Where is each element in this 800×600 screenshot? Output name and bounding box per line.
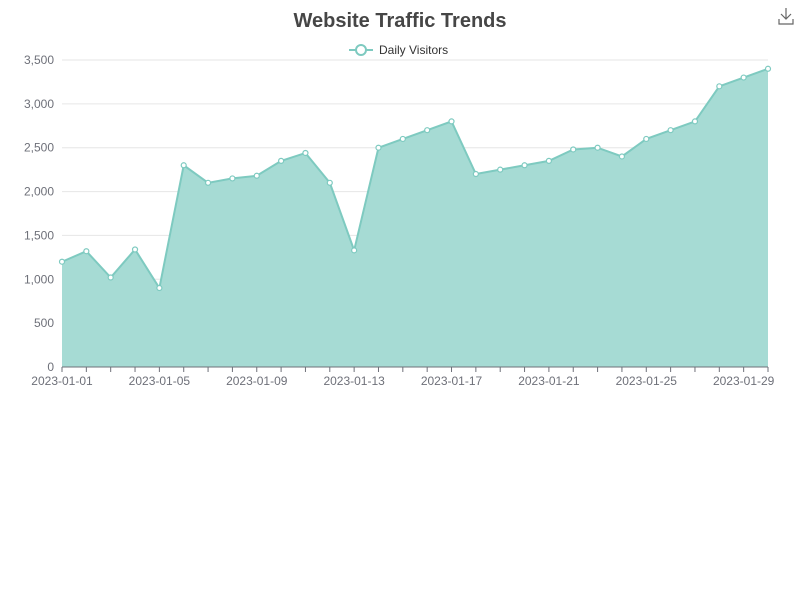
y-tick-label: 1,500 [24, 228, 54, 242]
data-point[interactable] [84, 249, 89, 254]
data-point[interactable] [498, 167, 503, 172]
data-point[interactable] [425, 128, 430, 133]
legend-label: Daily Visitors [379, 43, 448, 57]
y-tick-label: 2,000 [24, 185, 54, 199]
data-point[interactable] [449, 119, 454, 124]
series-area [62, 69, 768, 367]
data-point[interactable] [571, 147, 576, 152]
y-tick-label: 1,000 [24, 272, 54, 286]
data-point[interactable] [595, 145, 600, 150]
y-tick-label: 500 [34, 316, 54, 330]
data-point[interactable] [206, 180, 211, 185]
data-point[interactable] [644, 136, 649, 141]
y-tick-label: 0 [47, 360, 54, 374]
data-point[interactable] [546, 158, 551, 163]
y-tick-label: 3,500 [24, 53, 54, 67]
data-point[interactable] [766, 66, 771, 71]
data-point[interactable] [400, 136, 405, 141]
data-point[interactable] [473, 172, 478, 177]
series-area-fill [62, 69, 768, 367]
x-tick-label: 2023-01-25 [616, 374, 678, 388]
x-tick-label: 2023-01-13 [323, 374, 385, 388]
data-point[interactable] [717, 84, 722, 89]
data-point[interactable] [692, 119, 697, 124]
x-tick-label: 2023-01-17 [421, 374, 483, 388]
legend[interactable]: Daily Visitors [349, 43, 448, 57]
x-tick-label: 2023-01-01 [31, 374, 93, 388]
x-tick-label: 2023-01-29 [713, 374, 775, 388]
data-point[interactable] [522, 163, 527, 168]
data-point[interactable] [352, 248, 357, 253]
data-point[interactable] [668, 128, 673, 133]
data-point[interactable] [741, 75, 746, 80]
data-point[interactable] [108, 275, 113, 280]
data-point[interactable] [619, 154, 624, 159]
x-tick-label: 2023-01-09 [226, 374, 288, 388]
data-point[interactable] [133, 247, 138, 252]
data-point[interactable] [60, 259, 65, 264]
data-point[interactable] [230, 176, 235, 181]
x-tick-label: 2023-01-21 [518, 374, 580, 388]
data-point[interactable] [303, 150, 308, 155]
data-point[interactable] [254, 173, 259, 178]
data-point[interactable] [327, 180, 332, 185]
x-tick-label: 2023-01-05 [129, 374, 191, 388]
data-point[interactable] [376, 145, 381, 150]
legend-marker-icon [356, 45, 366, 55]
y-tick-label: 2,500 [24, 141, 54, 155]
data-point[interactable] [279, 158, 284, 163]
data-point[interactable] [157, 286, 162, 291]
data-point[interactable] [181, 163, 186, 168]
y-tick-label: 3,000 [24, 97, 54, 111]
